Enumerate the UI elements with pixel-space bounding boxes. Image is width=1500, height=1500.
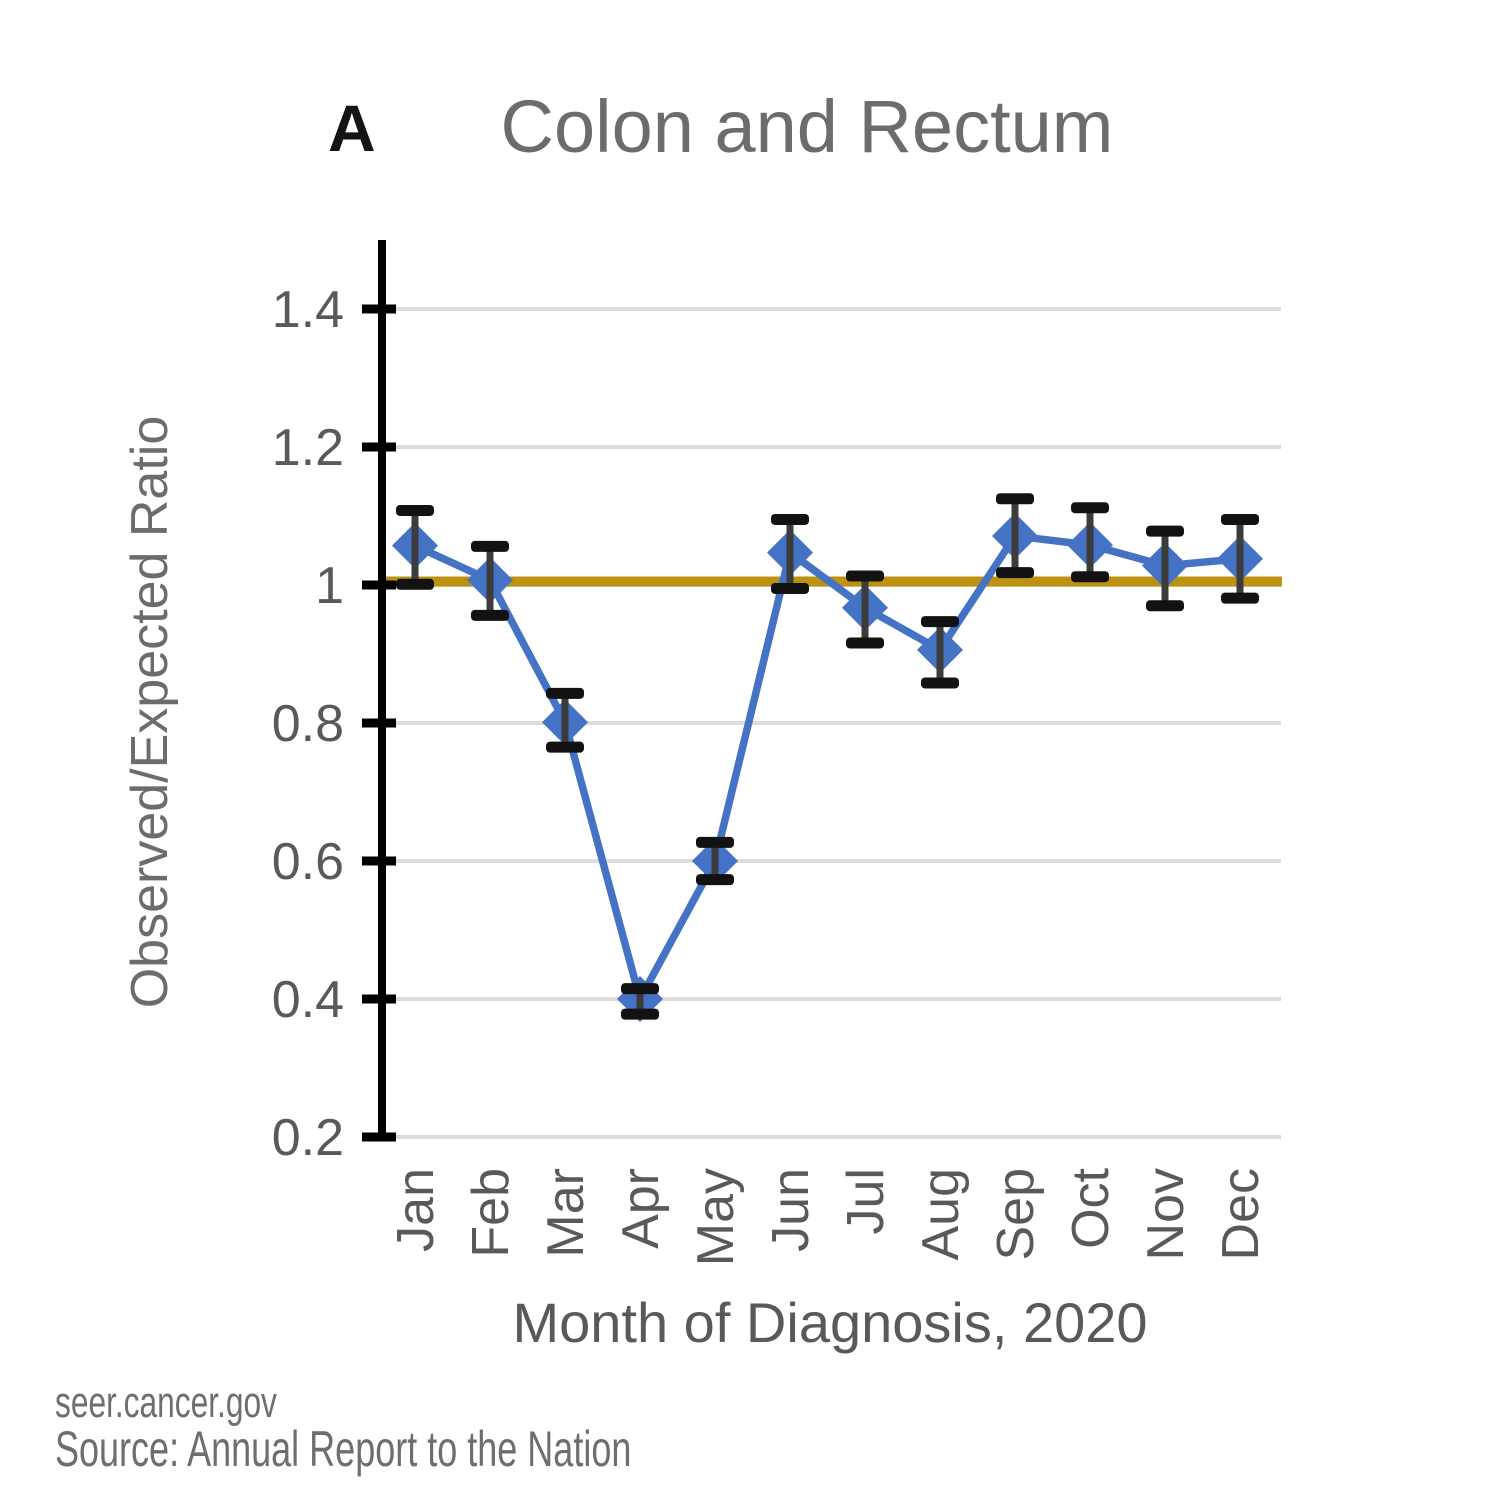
error-bar-cap [996,567,1034,579]
x-tick-label: Jul [837,1168,895,1234]
error-bar-cap [1221,592,1259,604]
x-tick-label: Dec [1212,1168,1270,1260]
y-tick-label: 1.4 [272,281,344,339]
error-bar-cap [921,677,959,689]
error-bar-cap [396,578,434,590]
x-tick-label: Nov [1137,1168,1195,1260]
y-tick-label: 0.6 [272,833,344,891]
error-bar-cap [546,687,584,699]
error-bar-cap [1146,525,1184,537]
y-tick-label: 0.2 [272,1109,344,1167]
y-tick-label: 0.8 [272,695,344,753]
x-tick-label: Jun [762,1168,820,1252]
error-bar-cap [921,616,959,628]
x-tick-label: Aug [912,1168,970,1261]
x-axis-title: Month of Diagnosis, 2020 [512,1291,1148,1354]
error-bar-cap [471,540,509,552]
error-bar-cap [696,836,734,848]
error-bar-cap [1221,513,1259,525]
x-tick-label: Mar [537,1168,595,1258]
error-bar-cap [696,874,734,886]
x-tick-label: Feb [462,1168,520,1258]
error-bar-cap [846,570,884,582]
x-tick-label: May [687,1168,745,1266]
x-tick-label: Oct [1062,1167,1120,1248]
error-bar-cap [396,504,434,516]
footer-site-url: seer.cancer.gov [55,1378,277,1427]
error-bar-cap [1071,571,1109,583]
chart-title: Colon and Rectum [500,85,1114,168]
series-line [413,532,1241,1003]
error-bar-cap [846,637,884,649]
error-bar-cap [996,493,1034,505]
x-tick-label: Sep [987,1168,1045,1261]
error-bar-cap [1146,600,1184,612]
error-bar-cap [471,609,509,621]
error-bar-cap [1071,502,1109,514]
x-tick-label: Apr [612,1168,670,1249]
error-bar-cap [621,983,659,995]
error-bar-cap [771,582,809,594]
error-bar-cap [621,1008,659,1020]
footer-source-note: Source: Annual Report to the Nation [55,1421,632,1477]
error-bar-cap [771,513,809,525]
error-bar-cap [546,741,584,753]
y-tick-label: 0.4 [272,971,344,1029]
x-tick-label: Jan [387,1168,445,1252]
y-tick-label: 1 [315,557,344,615]
panel-label: A [328,91,376,165]
y-tick-label: 1.2 [272,419,344,477]
